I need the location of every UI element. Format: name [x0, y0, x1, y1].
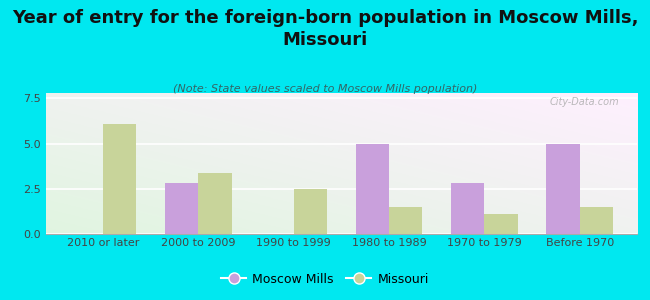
Text: City-Data.com: City-Data.com [550, 97, 619, 107]
Bar [580, 207, 613, 234]
Bar [294, 189, 327, 234]
Bar [164, 183, 198, 234]
Bar [484, 214, 518, 234]
Text: (Note: State values scaled to Moscow Mills population): (Note: State values scaled to Moscow Mil… [173, 84, 477, 94]
Text: Year of entry for the foreign-born population in Moscow Mills,
Missouri: Year of entry for the foreign-born popul… [12, 9, 638, 49]
Bar [198, 172, 231, 234]
Bar [547, 144, 580, 234]
Bar [103, 124, 136, 234]
Bar [451, 183, 484, 234]
Bar [356, 144, 389, 234]
Bar [389, 207, 422, 234]
Legend: Moscow Mills, Missouri: Moscow Mills, Missouri [216, 268, 434, 291]
